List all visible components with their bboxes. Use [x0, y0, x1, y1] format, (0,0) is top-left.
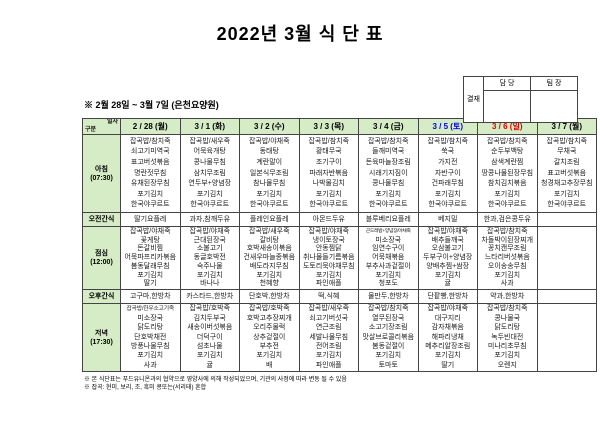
meal-cell: 잡곡밥/참치죽 순두부백탕 삼색계란찜 땅콩나물된장무침 참치김치볶음 포기김치 한국야쿠르…: [477, 134, 538, 213]
meal-cell: 물만두,한방차: [358, 289, 419, 304]
meal-cell: 잡곡밥/야채죽 꽃게탕 돈갈비찜 어묵파프리카볶음 봄동달래무침 포기김치 딸기: [120, 226, 181, 290]
approval-sign-cell: [483, 90, 531, 123]
footnote-line: ※ 잡곡: 현미, 보리, 조, 흑미 콩또는(서리태) 혼합: [84, 385, 207, 391]
meal-cell: 잡곡밥/야채죽 배추들깨국 오삼불고기 두부구이+양념장 양배추찜+쌈장 포기김치 귤: [417, 226, 478, 290]
meal-cell: 잡곡밥/참치죽 차돌박이된장찌개 꽁치캔무조림 느타리버섯볶음 오이송송무침 포기김치 사과: [477, 226, 538, 290]
meal-cell: 아몬드두유: [298, 212, 359, 227]
meal-cell: 잡곡밥/참치죽 황태무국 조기구이 파래자반볶음 나박물김치 포기김치 한국야쿠르트: [298, 134, 359, 213]
meal-cell: 잡곡밥/야채죽 근대된장국 소불고기 동글호박전 숙주나물 포기김치 바나나: [179, 226, 240, 290]
meal-cell: 과자,참깨두유: [179, 212, 240, 227]
meal-cell: 곤드레밥+양념장/야채죽 미소장국 임연수구이 어묵채볶음 부추사과겉절이 포기김치 청포도: [358, 226, 419, 290]
meal-cell: 한과,검은콩두유: [477, 212, 538, 227]
meal-cell: 딸기요플레: [120, 212, 181, 227]
date-header: 3 / 7 (월): [536, 118, 597, 135]
meal-cell: [536, 289, 597, 304]
footnotes: ※ 본 식단표는 푸드유니온과의 협약으로 영양사에 의해 작성되었으며, 기관…: [84, 376, 600, 392]
meal-cell: 블루베리요플레: [358, 212, 419, 227]
meal-cell: [536, 303, 597, 372]
meal-cell: 잡곡밥/참치죽 무채국 갈치조림 표고버섯볶음 청경채고추장무침 포기김치 한국야쿠르트: [536, 134, 597, 213]
meal-row: 오전간식 딸기요플레 과자,참깨두유 플레인요플레 아몬드두유 블루베리요플레 베지밀 한과,…: [82, 212, 597, 227]
meal-cell: [536, 212, 597, 227]
date-range-subtitle: ※ 2월 28일 ~ 3월 7일 (은천요양원): [84, 100, 219, 110]
meal-cell: 단팥빵,한방차: [417, 289, 478, 304]
corner-label-date: 일자: [106, 119, 118, 126]
meal-cell: 잡곡밥/호박죽 김치두부국 새송이버섯볶음 더덕구이 섬초나물 포기김치 귤: [179, 303, 240, 372]
meal-row: 오후간식 고구마,한방차 카스타드,한방차 단호박,한방차 떡,식혜 물만두,한방차 단팥빵…: [82, 289, 597, 304]
meal-cell: 베지밀: [417, 212, 478, 227]
meal-cell: 잡곡밥/참치죽 쇠고기미역국 표고버섯볶음 명란젓무침 유채된장무침 포기김치 한국야쿠르트: [120, 134, 181, 213]
meal-cell: 잡곡밥/야채죽 대구지리 감자채볶음 해파리냉채 메추리알장조림 포기김치 딸기: [417, 303, 478, 372]
meal-cell: 카스타드,한방차: [179, 289, 240, 304]
corner-cell: 일자 구분: [82, 118, 121, 135]
corner-label-category: 구분: [85, 127, 97, 133]
meal-cell: 잡곡밥/야채죽 동태탕 계란말이 일본식무조림 참나물무침 포기김치 한국야쿠르트: [239, 134, 300, 213]
approval-sign-cell: [530, 90, 578, 123]
meal-cell: 약과,한방차: [477, 289, 538, 304]
row-label-2: 오전간식: [82, 212, 121, 227]
meal-cell: [536, 226, 597, 290]
date-header: 3 / 4 (금): [358, 118, 419, 135]
meal-cell: 고구마,한방차: [120, 289, 181, 304]
date-header: 2 / 28 (월): [120, 118, 181, 135]
meal-cell: 잡곡밥/참치죽 들깨미역국 돈육마늘장조림 시래기지짐이 콩나물무침 포기김치 한국야쿠르트: [358, 134, 419, 213]
meal-cell: 잡곡밥/호박죽 호박고추장찌개 오리주물럭 상추겉절이 부추전 포기김치 배: [239, 303, 300, 372]
meal-cell: 잡곡밥/새우죽 갈비탕 호박새송이볶음 건새우마늘종볶음 배도라지무침 포기김치 천혜향: [239, 226, 300, 290]
meal-plan-document: { "title": "2022년 3월 식 단 표", "approval":…: [0, 22, 600, 446]
table-header-row: 일자 구분 2 / 28 (월) 3 / 1 (화) 3 / 2 (수) 3 / 3 …: [82, 118, 597, 135]
date-header: 3 / 3 (목): [298, 118, 359, 135]
page-title: 2022년 3월 식 단 표: [216, 24, 384, 44]
meal-cell: 잡곡밥/참치죽 쑥국 가지전 자반구이 건파래무침 포기김치 한국야쿠르트: [417, 134, 478, 213]
meal-cell: 플레인요플레: [239, 212, 300, 227]
meal-cell: 단호박,한방차: [239, 289, 300, 304]
approval-role-timjang: 팀 장: [530, 76, 578, 91]
row-label-1: 아침 (07:30): [82, 134, 121, 213]
meal-cell: 잡곡밥/참치죽 열무된장국 소고기장조림 맛살브로콜리볶음 봄동겉절이 포기김치 토마토: [358, 303, 419, 372]
meal-cell: 잡곡밥/참치죽 콩나물국 닭도리탕 녹두빈대전 미나리초무침 포기김치 오렌지: [477, 303, 538, 372]
meal-row: 점심 (12:00) 잡곡밥/야채죽 꽃게탕 돈갈비찜 어묵파프리카볶음 봄동달래무침 포기김…: [82, 226, 597, 290]
footnote-line: ※ 본 식단표는 푸드유니온과의 협약으로 영양사에 의해 작성되었으며, 기관…: [84, 377, 347, 383]
row-label-4: 오후간식: [82, 289, 121, 304]
meal-table: 일자 구분 2 / 28 (월) 3 / 1 (화) 3 / 2 (수) 3 / 3 …: [82, 118, 597, 372]
row-label-5: 저녁 (17:30): [82, 303, 121, 372]
date-header: 3 / 2 (수): [239, 118, 300, 135]
meal-cell: 잡곡밥/새우죽 쇠고기버섯국 연근조림 세발나물무침 전어조림 포기김치 파인애플: [298, 303, 359, 372]
meal-cell: 떡,식혜: [298, 289, 359, 304]
meal-row: 저녁 (17:30) 잡곡밥/한우소고기죽 미소장국 닭도리탕 단호박채전 방풍나물무침 포기…: [82, 303, 597, 372]
date-header: 3 / 1 (화): [179, 118, 240, 135]
meal-row: 아침 (07:30) 잡곡밥/참치죽 쇠고기미역국 표고버섯볶음 명란젓무침 유채된장무침 포…: [82, 134, 597, 213]
meal-cell: 잡곡밥/야채죽 냉이토장국 안동찜닭 취나물들기름볶음 도토리묵야채무침 포기김치 파인애플: [298, 226, 359, 290]
row-label-3: 점심 (12:00): [82, 226, 121, 290]
approval-role-damdang: 담 당: [483, 76, 531, 91]
meal-cell: 잡곡밥/새우죽 어묵육개탕 콩나물무침 삼치무조림 연두부+양념장 포기김치 한국야쿠르트: [179, 134, 240, 213]
approval-box: 결재 담 당 팀 장: [463, 76, 578, 123]
meal-cell: 잡곡밥/한우소고기죽 미소장국 닭도리탕 단호박채전 방풍나물무침 포기김치 사과: [120, 303, 181, 372]
approval-label: 결재: [463, 76, 484, 123]
date-header: 3 / 5 (토): [417, 118, 478, 135]
